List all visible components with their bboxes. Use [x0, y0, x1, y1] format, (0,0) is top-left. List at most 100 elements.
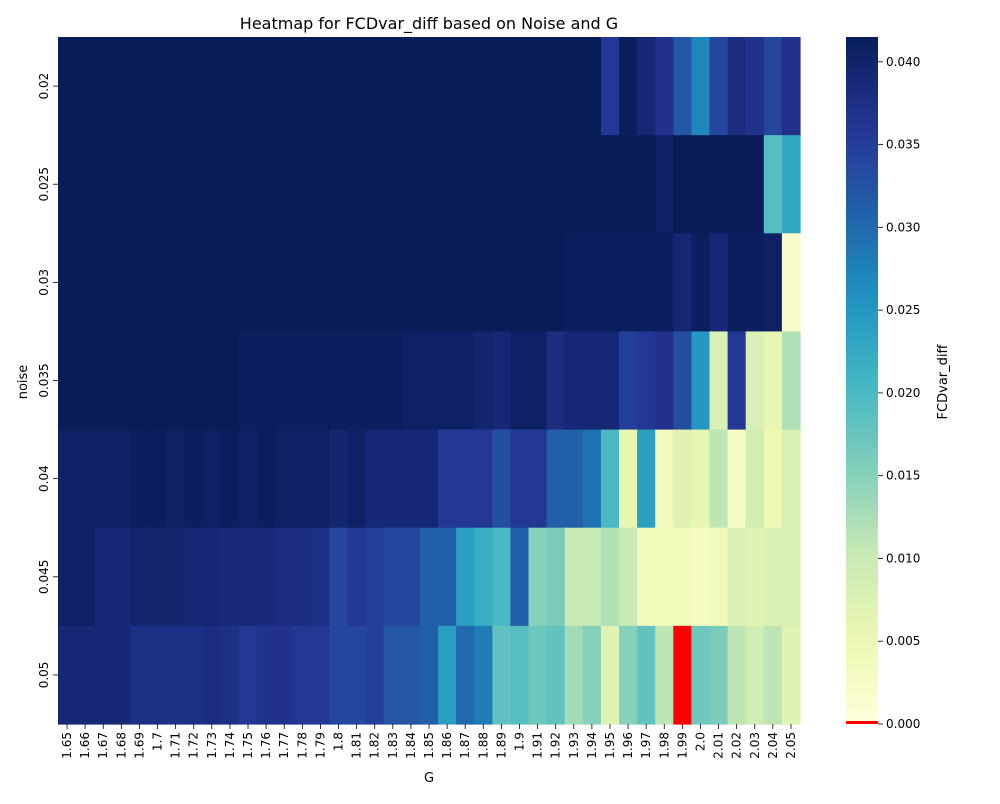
- y-tick-label: 0.045: [37, 560, 51, 594]
- heatmap-cell: [691, 135, 711, 234]
- heatmap-cell: [220, 331, 240, 431]
- x-tick-label: 1.82: [368, 732, 382, 759]
- heatmap-cell: [401, 625, 421, 725]
- y-tick-label: 0.035: [37, 363, 51, 397]
- x-tick-label: 1.85: [422, 732, 436, 759]
- heatmap-cell: [329, 527, 349, 627]
- heatmap-cell: [58, 233, 77, 333]
- heatmap-cell: [202, 233, 222, 333]
- heatmap-cell: [564, 37, 584, 136]
- heatmap-cell: [745, 135, 765, 234]
- heatmap-cell: [184, 233, 204, 333]
- heatmap-cell: [510, 527, 530, 627]
- heatmap-cell: [655, 331, 674, 431]
- heatmap-cell: [257, 527, 276, 627]
- heatmap-cell: [275, 429, 294, 529]
- heatmap-cell: [148, 331, 168, 431]
- heatmap-cell: [637, 331, 656, 431]
- heatmap-cell: [564, 135, 584, 234]
- heatmap-cell: [763, 37, 783, 136]
- x-axis-label: G: [424, 771, 434, 786]
- heatmap-cell: [745, 625, 765, 725]
- x-tick-label: 1.9: [512, 732, 526, 751]
- heatmap-cell: [94, 331, 113, 431]
- heatmap-cell: [365, 625, 385, 725]
- heatmap-cell: [202, 331, 222, 431]
- heatmap-cell: [184, 625, 204, 725]
- heatmap-cell: [112, 135, 131, 234]
- heatmap-cell: [528, 527, 548, 627]
- heatmap-cell: [655, 37, 674, 136]
- x-tick-label: 2.04: [766, 732, 780, 759]
- heatmap-cell: [365, 37, 385, 136]
- colorbar-tick-label: 0.005: [886, 634, 920, 648]
- heatmap-cell: [673, 625, 693, 725]
- y-tick-label: 0.04: [37, 465, 51, 492]
- heatmap-cell: [745, 527, 765, 627]
- x-tick-label: 1.7: [151, 732, 165, 751]
- heatmap-cell: [582, 233, 602, 333]
- heatmap-cell: [528, 625, 548, 725]
- heatmap-cell: [763, 625, 783, 725]
- heatmap-cell: [456, 233, 475, 333]
- x-tick-label: 1.74: [223, 732, 237, 759]
- heatmap-cell: [438, 37, 457, 136]
- colorbar-tick-label: 0.000: [886, 717, 920, 731]
- colorbar-label: FCDvar_diff: [936, 344, 951, 420]
- heatmap-cell: [275, 527, 294, 627]
- heatmap-cell: [528, 135, 548, 234]
- heatmap-cell: [727, 135, 747, 234]
- x-tick-label: 2.03: [748, 732, 762, 759]
- heatmap-cell: [275, 37, 294, 136]
- heatmap-cell: [438, 135, 457, 234]
- heatmap-cell: [383, 625, 403, 725]
- heatmap-cell: [763, 429, 783, 529]
- heatmap-cell: [655, 233, 674, 333]
- heatmap-cell: [76, 527, 95, 627]
- heatmap-cell: [238, 429, 258, 529]
- heatmap-cell: [474, 37, 493, 136]
- heatmap-cell: [456, 625, 475, 725]
- heatmap-cell: [58, 135, 77, 234]
- x-tick-label: 1.66: [78, 732, 92, 759]
- heatmap-cell: [383, 429, 403, 529]
- heatmap-cell: [510, 625, 530, 725]
- heatmap-cell: [148, 233, 168, 333]
- x-tick-label: 1.92: [549, 732, 563, 759]
- heatmap-cell: [329, 233, 349, 333]
- x-tick-label: 1.73: [205, 732, 219, 759]
- colorbar-tick-label: 0.035: [886, 138, 920, 152]
- heatmap-cell: [691, 233, 711, 333]
- heatmap-cell: [166, 233, 186, 333]
- heatmap-cell: [94, 429, 113, 529]
- heatmap-cell: [619, 135, 638, 234]
- colorbar-tick-label: 0.025: [886, 303, 920, 317]
- heatmap-cell: [727, 233, 747, 333]
- heatmap-cell: [546, 135, 566, 234]
- heatmap-cell: [510, 37, 530, 136]
- heatmap-cell: [220, 527, 240, 627]
- heatmap-cell: [275, 625, 294, 725]
- heatmap-cell: [347, 135, 367, 234]
- heatmap-cell: [528, 331, 548, 431]
- x-tick-label: 1.72: [187, 732, 201, 759]
- heatmap-cell: [293, 135, 312, 234]
- x-tick-label: 1.84: [404, 732, 418, 759]
- x-tick-label: 1.68: [114, 732, 128, 759]
- heatmap-cell: [238, 527, 258, 627]
- heatmap-cell: [347, 429, 367, 529]
- heatmap-cell: [257, 625, 276, 725]
- heatmap-cell: [600, 135, 620, 234]
- x-tick-label: 1.65: [60, 732, 74, 759]
- heatmap-cell: [619, 37, 638, 136]
- heatmap-cell: [763, 527, 783, 627]
- x-tick-label: 1.96: [621, 732, 635, 759]
- x-tick-label: 1.94: [585, 732, 599, 759]
- heatmap-cell: [727, 37, 747, 136]
- heatmap-cell: [637, 233, 656, 333]
- heatmap-cell: [311, 625, 331, 725]
- x-tick-label: 1.91: [531, 732, 545, 759]
- heatmap-cell: [329, 135, 349, 234]
- colorbar-tick-label: 0.040: [886, 55, 920, 69]
